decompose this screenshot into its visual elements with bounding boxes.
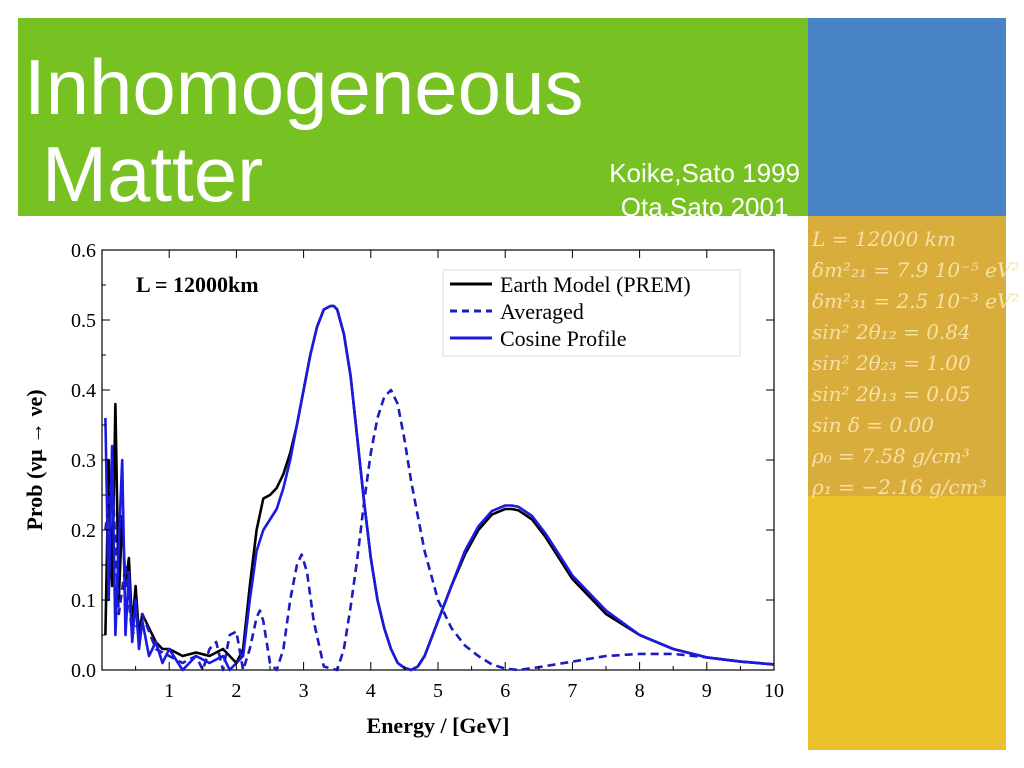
param-baseline: L = 12000 km <box>812 227 956 251</box>
series-layer <box>104 304 775 672</box>
x-tick-label: 1 <box>164 680 174 702</box>
x-tick-label: 8 <box>635 680 645 702</box>
y-tick-label: 0.3 <box>71 450 96 472</box>
title-banner: Inhomogeneous Matter Koike,Sato 1999 Ota… <box>18 18 808 222</box>
param-rho1: ρ₁ = −2.16 g/cm³ <box>812 475 987 499</box>
parameter-list: L = 12000 km δm²₂₁ = 7.9 10⁻⁵ eV² δm²₃₁ … <box>812 224 1020 503</box>
param-delta: sin δ = 0.00 <box>812 413 934 437</box>
x-tick-label: 3 <box>299 680 309 702</box>
series-line-1 <box>104 388 775 672</box>
x-tick-label: 10 <box>764 680 784 702</box>
x-tick-label: 6 <box>500 680 510 702</box>
baseline-annotation: L = 12000km <box>136 272 259 297</box>
param-dm21: δm²₂₁ = 7.9 10⁻⁵ eV² <box>812 258 1020 282</box>
parameter-panel <box>808 216 1006 496</box>
x-tick-label: 4 <box>366 680 376 702</box>
citation: Koike,Sato 1999 Ota,Sato 2001 <box>609 156 800 224</box>
legend: Earth Model (PREM) Averaged Cosine Profi… <box>442 269 741 357</box>
y-tick-label: 0.1 <box>71 590 96 612</box>
slide-title-line-1: Inhomogeneous <box>24 43 584 131</box>
slide-title-line-2: Matter <box>42 130 264 218</box>
y-tick-label: 0.0 <box>71 660 96 682</box>
legend-label-averaged: Averaged <box>500 299 584 324</box>
param-rho0: ρ₀ = 7.58 g/cm³ <box>812 444 970 468</box>
y-axis-label: Prob (νμ → νe) <box>22 389 47 530</box>
citation-line-1: Koike,Sato 1999 <box>609 158 800 188</box>
series-line-2 <box>104 304 775 672</box>
legend-box <box>442 269 741 357</box>
x-axis-label: Energy / [GeV] <box>367 713 510 738</box>
citation-line-2: Ota,Sato 2001 <box>620 192 789 222</box>
y-tick-label: 0.4 <box>71 380 96 402</box>
param-theta13: sin² 2θ₁₃ = 0.05 <box>812 382 971 406</box>
x-tick-label: 5 <box>433 680 443 702</box>
probability-chart: 1 2 3 4 5 6 7 8 9 10 0.0 0.1 0.2 0.3 0.4 0.5 0.6 L = 120… <box>22 240 784 738</box>
param-theta12: sin² 2θ₁₂ = 0.84 <box>812 320 971 344</box>
y-tick-label: 0.2 <box>71 520 96 542</box>
legend-label-prem: Earth Model (PREM) <box>500 272 691 297</box>
y-tick-label: 0.5 <box>71 310 96 332</box>
tick-layer: 1 2 3 4 5 6 7 8 9 10 0.0 0.1 0.2 0.3 0.4 0.5 0.6 <box>71 240 784 702</box>
x-tick-label: 2 <box>231 680 241 702</box>
legend-label-cosine: Cosine Profile <box>500 326 627 351</box>
param-theta23: sin² 2θ₂₃ = 1.00 <box>812 351 971 375</box>
x-tick-label: 9 <box>702 680 712 702</box>
x-tick-label: 7 <box>567 680 577 702</box>
y-tick-label: 0.6 <box>71 240 96 262</box>
param-dm31: δm²₃₁ = 2.5 10⁻³ eV² <box>812 289 1020 313</box>
decorative-blue-block <box>808 18 1006 216</box>
